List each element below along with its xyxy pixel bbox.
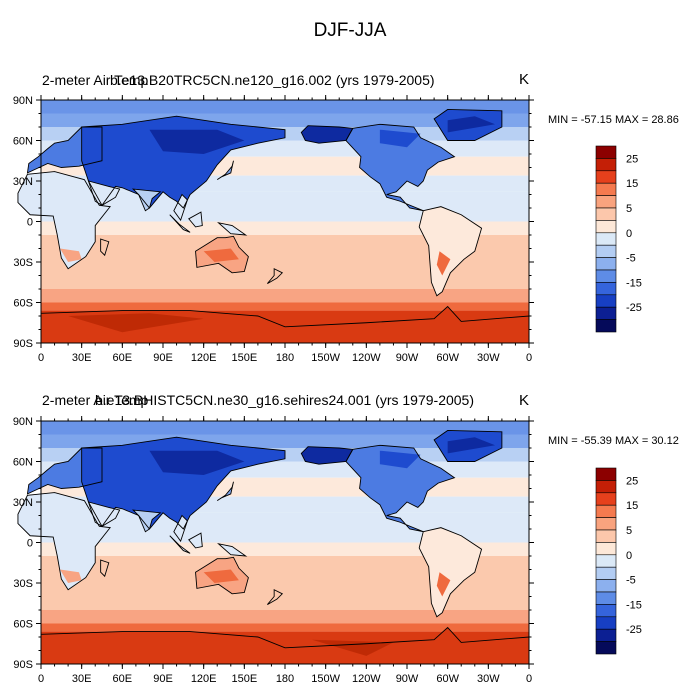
lat-tick-label: 30N	[13, 497, 33, 509]
colorbar-label: 15	[626, 178, 638, 190]
colorbar-box	[595, 467, 617, 481]
figure-title: DJF-JJA	[313, 20, 387, 41]
lat-tick-label: 30S	[13, 257, 33, 269]
colorbar-label: 25	[626, 475, 638, 487]
colorbar-box	[595, 207, 617, 221]
colorbar-label: -25	[626, 624, 642, 636]
colorbar-box	[595, 616, 617, 630]
lon-tick-label: 30E	[72, 673, 92, 685]
colorbar-box	[595, 195, 617, 209]
colorbar-box	[595, 628, 617, 642]
colorbar-box	[595, 319, 617, 333]
panel-2-map: 90N 60N 30N 0 30S 60S 90S 0 30E 60E 90E 120E 150E 18…	[13, 416, 534, 685]
colorbar-box	[595, 542, 617, 556]
panel-2-min-max: MIN = -55.39 MAX = 30.12	[548, 435, 679, 447]
colorbar-label: -15	[626, 599, 642, 611]
lon-tick-label: 30W	[477, 673, 500, 685]
lon-tick-label: 90E	[153, 673, 173, 685]
lon-tick-label: 30E	[72, 352, 92, 364]
panel-1-map: 90N 60N 30N 0 30S 60S 90S 0 30E 60E 90E 120E 150E 18…	[13, 95, 534, 364]
colorbar-box	[595, 269, 617, 283]
colorbar-box	[595, 504, 617, 518]
lon-tick-label: 90E	[153, 352, 173, 364]
colorbar-box	[595, 220, 617, 234]
colorbar-label: 0	[626, 550, 632, 562]
lat-tick-label: 90S	[13, 659, 33, 671]
colorbar-label: 25	[626, 153, 638, 165]
colorbar-box	[595, 492, 617, 506]
colorbar-label: -15	[626, 277, 642, 289]
colorbar-label: -5	[626, 575, 636, 587]
lon-tick-label: 120W	[352, 352, 381, 364]
lon-tick-label: 150E	[231, 352, 257, 364]
lon-tick-label: 60W	[436, 673, 459, 685]
colorbar-box	[595, 480, 617, 494]
lon-tick-label: 30W	[477, 352, 500, 364]
lon-tick-label: 150E	[231, 673, 257, 685]
lon-tick-label: 180	[276, 673, 294, 685]
colorbar-box	[595, 282, 617, 296]
lon-tick-label: 0	[38, 673, 44, 685]
colorbar-box	[595, 641, 617, 655]
panel-1-units: K	[519, 71, 530, 88]
colorbar-label: 5	[626, 203, 632, 215]
lat-tick-label: 0	[27, 217, 33, 229]
colorbar-box	[595, 145, 617, 159]
panel-1-left-string: 2-meter Air Temp	[42, 72, 149, 88]
colorbar-box	[595, 158, 617, 172]
lat-tick-label: 90S	[13, 338, 33, 350]
lon-tick-label: 180	[276, 352, 294, 364]
colorbar-box	[595, 257, 617, 271]
lon-tick-label: 60E	[113, 673, 133, 685]
colorbar-box	[595, 170, 617, 184]
panel-1-colorbar: 25 15 5 0 -5 -15 -25	[595, 145, 642, 333]
colorbar-box	[595, 591, 617, 605]
colorbar-label: 5	[626, 525, 632, 537]
colorbar-label: -5	[626, 253, 636, 265]
colorbar-label: -25	[626, 302, 642, 314]
lon-tick-label: 150W	[311, 673, 340, 685]
panel-2-colorbar: 25 15 5 0 -5 -15 -25	[595, 467, 642, 655]
lon-tick-label: 90W	[396, 352, 419, 364]
lat-tick-label: 60S	[13, 298, 33, 310]
colorbar-box	[595, 554, 617, 568]
colorbar-box	[595, 294, 617, 308]
lon-tick-label: 60W	[436, 352, 459, 364]
lon-tick-label: 0	[526, 673, 532, 685]
lat-tick-label: 30S	[13, 578, 33, 590]
panel-2-center-string: b.e13.BHISTC5CN.ne30_g16.sehires24.001 (…	[95, 392, 475, 408]
colorbar-box	[595, 306, 617, 320]
colorbar-box	[595, 517, 617, 531]
panel-2-units: K	[519, 392, 530, 409]
colorbar-label: 0	[626, 228, 632, 240]
lat-tick-label: 90N	[13, 416, 33, 428]
lon-tick-label: 0	[526, 352, 532, 364]
lon-tick-label: 60E	[113, 352, 133, 364]
lat-tick-label: 60N	[13, 136, 33, 148]
lat-tick-label: 30N	[13, 176, 33, 188]
lon-tick-label: 90W	[396, 673, 419, 685]
lat-tick-label: 60N	[13, 457, 33, 469]
lon-tick-label: 0	[38, 352, 44, 364]
panel-1-min-max: MIN = -57.15 MAX = 28.86	[548, 114, 679, 126]
panel-2-left-string: 2-meter Air Temp	[42, 392, 149, 408]
panel-1-center-string: b.e13.B20TRC5CN.ne120_g16.002 (yrs 1979-…	[110, 72, 435, 88]
colorbar-box	[595, 182, 617, 196]
colorbar-box	[595, 604, 617, 618]
colorbar-box	[595, 529, 617, 543]
lon-tick-label: 120E	[191, 673, 217, 685]
lat-tick-label: 0	[27, 538, 33, 550]
colorbar-label: 15	[626, 500, 638, 512]
lat-tick-label: 90N	[13, 95, 33, 107]
lon-tick-label: 120W	[352, 673, 381, 685]
colorbar-box	[595, 232, 617, 246]
lon-tick-label: 120E	[191, 352, 217, 364]
colorbar-box	[595, 244, 617, 258]
colorbar-box	[595, 566, 617, 580]
lon-tick-label: 150W	[311, 352, 340, 364]
lat-tick-label: 60S	[13, 619, 33, 631]
colorbar-box	[595, 579, 617, 593]
